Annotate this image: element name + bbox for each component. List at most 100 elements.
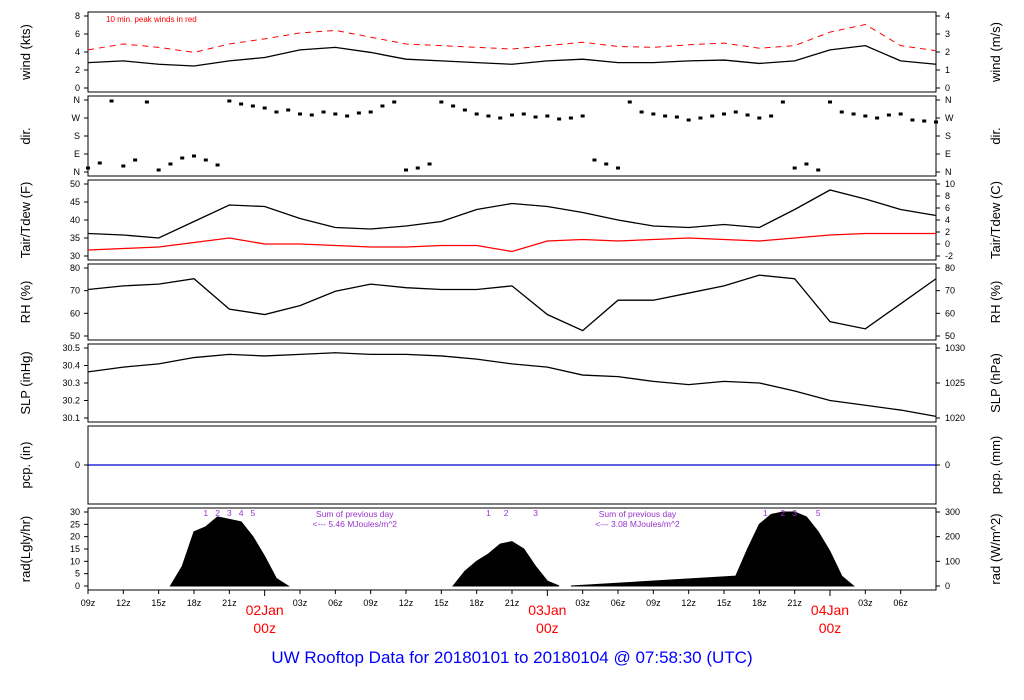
dir-point: [686, 118, 691, 122]
dir-point: [674, 115, 679, 119]
xtick-label: 18z: [752, 598, 767, 608]
dir-point: [156, 168, 161, 172]
rad-hour-marker: 3: [792, 508, 797, 518]
ytick-right-label-rad: 300: [945, 507, 960, 517]
dir-point: [380, 104, 385, 108]
dir-point: [168, 162, 173, 166]
panel-frame-dir: [87, 95, 937, 177]
rad-hour-marker: 5: [816, 508, 821, 518]
rad-hour-marker: 1: [486, 508, 491, 518]
dir-point: [227, 99, 232, 103]
dir-point: [368, 110, 373, 114]
ytick-right-label-rad: 200: [945, 532, 960, 542]
ytick-label-temp: 50: [70, 179, 80, 189]
xtick-label: 09z: [646, 598, 661, 608]
xtick-label: 15z: [434, 598, 449, 608]
dir-point: [592, 158, 597, 162]
ytick-right-label-temp: 4: [945, 215, 950, 225]
ytick-right-label-slp: 1025: [945, 378, 965, 388]
dir-point: [839, 110, 844, 114]
ylabel-right-slp: SLP (hPa): [988, 353, 1003, 413]
ytick-label-dir: N: [74, 167, 81, 177]
dir-point: [121, 164, 126, 168]
day-date-label: 03Jan: [528, 602, 566, 618]
series-line-wind: [87, 44, 937, 67]
dir-point: [498, 116, 503, 120]
dir-point: [144, 100, 149, 104]
xtick-label: 21z: [505, 598, 520, 608]
ylabel-right-wind: wind (m/s): [988, 22, 1003, 83]
series-line-peak: [87, 23, 937, 53]
ytick-right-label-wind: 0: [945, 83, 950, 93]
dir-point: [851, 112, 856, 116]
xtick-label: 12z: [681, 598, 696, 608]
ytick-right-label-temp: 6: [945, 203, 950, 213]
dir-point: [580, 114, 585, 118]
panel-frame-wind: [87, 11, 937, 93]
ytick-label-temp: 40: [70, 215, 80, 225]
rad-hour-marker: 2: [215, 508, 220, 518]
dir-point: [898, 112, 903, 116]
day-date-label: 04Jan: [811, 602, 849, 618]
day-time-label: 00z: [253, 620, 276, 636]
xtick-label: 15z: [717, 598, 732, 608]
ytick-right-label-wind: 3: [945, 29, 950, 39]
ytick-label-temp: 45: [70, 197, 80, 207]
dir-point: [462, 108, 467, 112]
rad-sum-annotation: <--- 5.46 MJoules/m^2: [313, 519, 398, 529]
ytick-right-label-temp: 0: [945, 239, 950, 249]
series-line-Tdew: [87, 232, 936, 253]
dir-point: [427, 162, 432, 166]
dir-point: [239, 102, 244, 106]
ytick-label-rh: 60: [70, 308, 80, 318]
ytick-label-slp: 30.4: [62, 361, 80, 371]
dir-point: [663, 114, 668, 118]
dir-point: [286, 108, 291, 112]
ytick-label-wind: 8: [75, 11, 80, 21]
dir-point: [745, 113, 750, 117]
ytick-right-label-temp: 8: [945, 191, 950, 201]
dir-point: [203, 158, 208, 162]
ytick-label-wind: 2: [75, 65, 80, 75]
ytick-label-slp: 30.3: [62, 378, 80, 388]
dir-point: [604, 162, 609, 166]
dir-point: [180, 156, 185, 160]
xtick-label: 03z: [293, 598, 308, 608]
series-line-RH: [87, 274, 937, 332]
series-line-Tair: [87, 189, 937, 239]
dir-point: [545, 114, 550, 118]
dir-point: [345, 114, 350, 118]
ytick-label-pcp: 0: [75, 460, 80, 470]
ytick-label-wind: 0: [75, 83, 80, 93]
dir-point: [557, 117, 562, 121]
wind-annotation: 10 min. peak winds in red: [106, 15, 197, 24]
dir-point: [109, 99, 114, 103]
ylabel-dir: dir.: [18, 127, 33, 144]
dir-point: [828, 100, 832, 104]
dir-point: [262, 106, 267, 110]
ytick-right-label-temp: 10: [945, 179, 955, 189]
dir-point: [757, 116, 762, 120]
ytick-label-wind: 6: [75, 29, 80, 39]
day-date-label: 02Jan: [246, 602, 284, 618]
dir-point: [333, 112, 338, 116]
series-line-SLP: [87, 352, 937, 418]
dir-point: [321, 110, 326, 114]
dir-point: [875, 116, 880, 120]
ytick-right-label-slp: 1020: [945, 413, 965, 423]
dir-point: [568, 116, 573, 120]
xtick-label: 12z: [399, 598, 414, 608]
ytick-right-label-temp: -2: [945, 251, 953, 261]
ylabel-slp: SLP (inHg): [18, 351, 33, 414]
ylabel-right-rad: rad (W/m^2): [988, 513, 1003, 584]
xtick-label: 12z: [116, 598, 131, 608]
ytick-right-label-rh: 70: [945, 286, 955, 296]
rad-hour-marker: 1: [203, 508, 208, 518]
xtick-label: 03z: [575, 598, 590, 608]
day-time-label: 00z: [819, 620, 842, 636]
panel-frame-rh: [87, 263, 937, 341]
ytick-label-temp: 35: [70, 233, 80, 243]
dir-point: [356, 111, 361, 115]
ylabel-rad: rad(Lgly/hr): [18, 516, 33, 582]
